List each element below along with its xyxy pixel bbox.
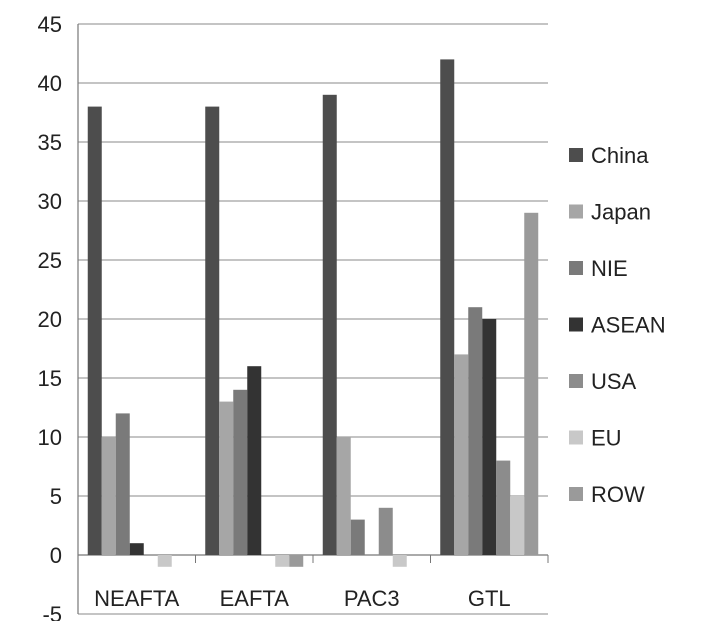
bar-pac3-nie — [350, 519, 365, 555]
bar-neafta-eu — [157, 555, 172, 567]
bar-gtl-row — [524, 212, 539, 556]
x-category-label: EAFTA — [220, 586, 290, 611]
legend-swatch-row — [569, 487, 583, 501]
y-tick-labels: -5 0 5 10 15 20 25 30 35 40 45 — [38, 12, 62, 621]
bar-neafta-asean — [129, 543, 144, 555]
bar-eafta-row — [289, 555, 304, 567]
bar-pac3-usa — [378, 507, 393, 555]
y-tick-label: 5 — [50, 484, 62, 509]
bar-eafta-asean — [247, 366, 262, 555]
bar-eafta-japan — [219, 401, 234, 555]
y-tick-label: 40 — [38, 71, 62, 96]
y-tick-label: 35 — [38, 130, 62, 155]
y-tick-label: 10 — [38, 425, 62, 450]
y-tick-label: 15 — [38, 366, 62, 391]
y-tick-label: -5 — [42, 602, 62, 621]
legend-swatch-japan — [569, 204, 583, 219]
bar-gtl-nie — [468, 307, 483, 555]
bar-gtl-usa — [496, 460, 511, 555]
bar-eafta-china — [205, 106, 220, 555]
legend-swatch-asean — [569, 317, 583, 332]
bar-neafta-japan — [101, 437, 116, 555]
bar-gtl-japan — [454, 354, 469, 555]
legend-swatch-nie — [569, 261, 583, 275]
legend-swatch-eu — [569, 430, 583, 445]
bar-pac3-japan — [336, 437, 351, 555]
y-tick-label: 0 — [50, 543, 62, 568]
bar-gtl-eu — [510, 496, 525, 555]
legend-swatch-usa — [569, 374, 583, 388]
y-tick-label: 20 — [38, 307, 62, 332]
legend-label-nie: NIE — [591, 256, 628, 281]
x-category-label: NEAFTA — [94, 586, 179, 611]
bar-neafta-china — [87, 106, 102, 555]
gridlines — [78, 23, 548, 615]
bar-gtl-china — [440, 59, 455, 556]
y-tick-label: 45 — [38, 12, 62, 37]
bar-neafta-nie — [115, 413, 130, 555]
bar-eafta-nie — [233, 389, 248, 555]
legend-label-japan: Japan — [591, 200, 651, 225]
legend-label-asean: ASEAN — [591, 313, 666, 338]
x-category-label: GTL — [468, 586, 511, 611]
y-tick-label: 30 — [38, 189, 62, 214]
bars — [87, 59, 539, 567]
legend-label-usa: USA — [591, 369, 637, 394]
bar-pac3-eu — [392, 555, 407, 567]
legend-label-china: China — [591, 143, 649, 168]
bar-gtl-asean — [482, 319, 497, 555]
x-category-label: PAC3 — [344, 586, 400, 611]
legend: China Japan NIE ASEAN USA EU ROW — [569, 143, 666, 507]
bar-pac3-china — [322, 94, 337, 556]
legend-label-eu: EU — [591, 426, 622, 451]
legend-label-row: ROW — [591, 482, 645, 507]
legend-swatch-china — [569, 148, 583, 162]
bar-eafta-eu — [275, 555, 290, 567]
y-tick-label: 25 — [38, 248, 62, 273]
x-category-labels: NEAFTA EAFTA PAC3 GTL — [94, 586, 510, 611]
